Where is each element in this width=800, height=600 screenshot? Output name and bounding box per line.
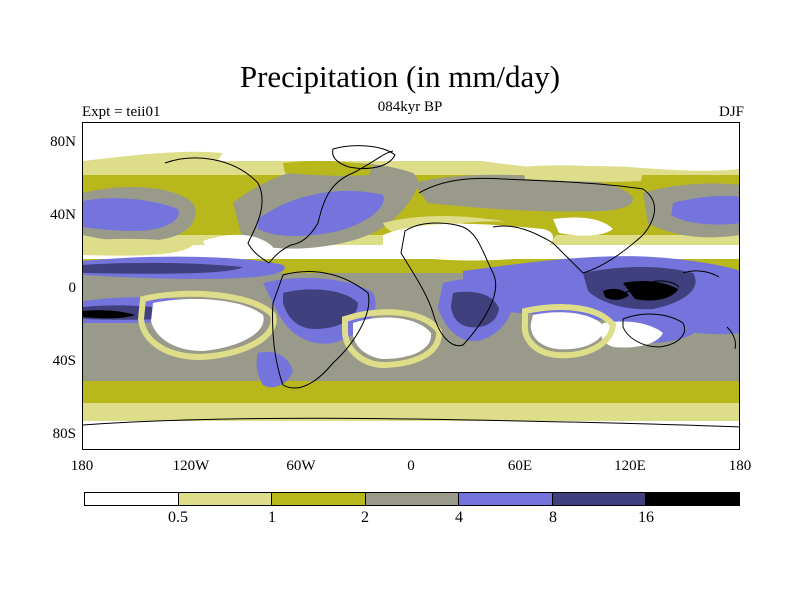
spcz-black xyxy=(83,310,135,319)
north-america-east-coast xyxy=(268,150,394,264)
east-pacific-pale xyxy=(83,238,193,256)
arctic-dry xyxy=(83,123,739,171)
colorbar-segment xyxy=(85,493,179,505)
colorbar-label: 2 xyxy=(361,509,369,526)
colorbar-segment xyxy=(178,493,273,505)
lon-label-0: 0 xyxy=(407,458,415,474)
colorbar-segment xyxy=(646,493,740,505)
south-asia xyxy=(492,225,584,274)
lon-label-180e: 180 xyxy=(728,458,752,474)
maritime-islands xyxy=(622,270,720,296)
north-pacific-blue xyxy=(83,198,179,231)
season-label: DJF xyxy=(718,104,744,120)
south-indian-halo xyxy=(521,304,617,359)
arctic-pale-a xyxy=(83,151,223,173)
southern-pale-band xyxy=(83,403,739,421)
precipitation-map xyxy=(82,122,740,450)
lon-label-180w: 180 xyxy=(70,458,94,474)
west-pacific-blue xyxy=(671,195,739,225)
south-america xyxy=(272,271,370,389)
colorbar-segment xyxy=(272,493,366,505)
eurasia-north xyxy=(418,177,655,274)
coastlines xyxy=(83,145,739,428)
patagonia-blue xyxy=(256,351,293,388)
southern-olive-band xyxy=(83,381,739,403)
lat-label-eq: 0 xyxy=(68,280,77,296)
lat-label-40s: 40S xyxy=(52,353,76,369)
south-pacific-halo xyxy=(137,290,277,361)
experiment-label: Expt = teii01 xyxy=(82,104,161,120)
south-atlantic-dry xyxy=(353,317,432,359)
sahara-dry xyxy=(383,223,553,261)
lat-label-40n: 40N xyxy=(50,207,76,223)
colorbar-segment xyxy=(365,493,460,505)
australia xyxy=(622,313,685,348)
colorbar-label: 8 xyxy=(549,509,557,526)
maritime-black xyxy=(623,281,678,301)
arctic-pale-b xyxy=(523,165,643,182)
asia-dry-patch xyxy=(553,217,613,236)
colorbar-label: 1 xyxy=(268,509,276,526)
antarctic-dry xyxy=(83,421,739,449)
lon-label-120w: 120W xyxy=(172,458,210,474)
greenland xyxy=(332,145,396,169)
pacific-itcz-navy xyxy=(83,262,243,274)
south-pacific-dry xyxy=(151,299,264,351)
period-label: 084kyr BP xyxy=(377,99,443,115)
lat-label-80s: 80S xyxy=(52,426,76,442)
north-america-west-coast xyxy=(164,157,270,264)
colorbar-segment xyxy=(459,493,553,505)
eurasia-gray xyxy=(413,174,633,212)
maritime-black-b xyxy=(603,288,629,300)
colorbar xyxy=(84,492,740,506)
south-indian-dry xyxy=(530,312,605,350)
australia-dry xyxy=(600,321,663,348)
south-atlantic-halo xyxy=(342,309,443,369)
north-pacific-dry xyxy=(203,234,273,260)
africa xyxy=(400,222,497,347)
colorbar-label: 16 xyxy=(638,509,654,526)
lat-label-80n: 80N xyxy=(50,134,76,150)
new-zealand xyxy=(726,326,736,350)
greenland-olive xyxy=(283,160,373,176)
amazon-navy xyxy=(283,289,358,329)
colorbar-label: 0.5 xyxy=(168,509,188,526)
africa-navy xyxy=(451,291,499,328)
map-canvas xyxy=(83,123,739,449)
colorbar-segment xyxy=(552,493,647,505)
antarctica xyxy=(83,417,739,428)
plot-title: Precipitation (in mm/day) xyxy=(239,59,561,94)
lon-label-120e: 120E xyxy=(614,458,646,474)
lon-label-60w: 60W xyxy=(286,458,316,474)
colorbar-label: 4 xyxy=(455,509,463,526)
lon-label-60e: 60E xyxy=(507,458,533,474)
